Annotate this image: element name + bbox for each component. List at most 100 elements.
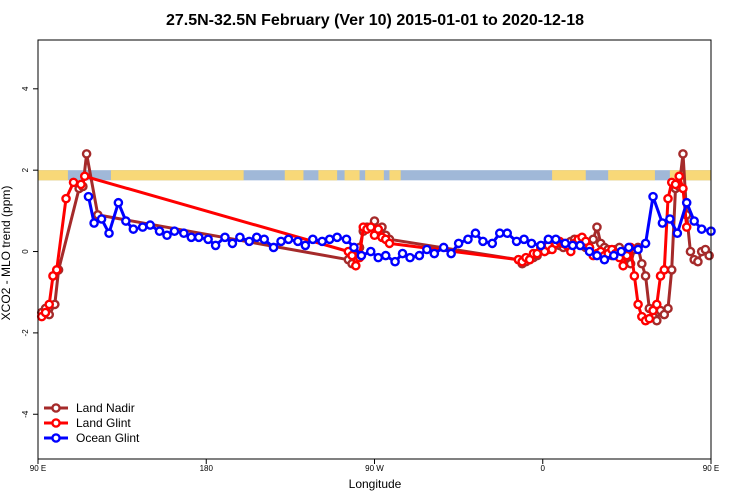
x-tick-label: 0 (541, 464, 546, 473)
data-point (453, 238, 464, 249)
chart-title: 27.5N-32.5N February (Ver 10) 2015-01-01… (166, 12, 584, 29)
data-point (162, 230, 172, 241)
land-band-segment (110, 170, 244, 181)
data-point (276, 236, 286, 247)
data-point (704, 250, 714, 261)
land-band-segment (552, 170, 586, 181)
data-point (616, 246, 627, 257)
data-point (438, 242, 449, 253)
data-point (121, 216, 131, 226)
data-point (179, 228, 189, 239)
x-axis: 90 E 180 90 W 0 90 E (30, 459, 719, 473)
data-point (349, 242, 359, 253)
data-point (608, 250, 619, 261)
data-point (674, 171, 685, 182)
x-tick-label: 90 W (365, 464, 384, 473)
data-point (584, 246, 595, 257)
data-point (128, 224, 139, 234)
data-point (463, 234, 473, 245)
x-tick-label: 90 E (30, 464, 46, 473)
data-point (526, 238, 537, 249)
data-point (663, 193, 673, 204)
y-tick-label: 4 (21, 86, 30, 91)
legend-item: Land Glint (44, 416, 131, 430)
data-point (244, 236, 255, 247)
data-point (633, 299, 643, 310)
data-point (51, 265, 62, 275)
data-point (193, 232, 204, 243)
land-ocean-band (38, 170, 711, 181)
data-point (81, 149, 92, 159)
data-point (414, 250, 425, 261)
data-point (651, 315, 662, 326)
data-point (308, 234, 318, 245)
data-point (40, 307, 51, 318)
series-ocean-glint (83, 191, 716, 267)
data-point (380, 250, 391, 261)
data-point (665, 214, 675, 224)
data-point (659, 265, 670, 275)
y-tick-label: -4 (21, 410, 30, 418)
data-point (681, 197, 692, 208)
data-point (96, 214, 107, 224)
x-tick-label: 90 E (703, 464, 719, 473)
legend-label: Land Glint (76, 416, 131, 430)
data-point (678, 149, 688, 159)
data-point (283, 234, 294, 245)
data-point (633, 244, 643, 255)
data-point (599, 254, 610, 265)
data-point (365, 246, 376, 257)
data-point (397, 248, 408, 259)
data-point (623, 242, 634, 253)
data-point (519, 234, 529, 245)
data-point (83, 191, 94, 202)
land-band-segment (669, 170, 711, 181)
data-point (511, 236, 522, 247)
data-point (227, 238, 238, 249)
data-point (663, 303, 673, 314)
data-point (324, 234, 335, 245)
data-point (693, 256, 703, 267)
data-point (678, 183, 688, 194)
land-band-segment (389, 170, 401, 181)
data-point (672, 228, 683, 239)
data-point (373, 252, 384, 263)
data-point (68, 177, 79, 188)
data-point (405, 252, 415, 263)
data-point (373, 224, 384, 234)
data-point (137, 222, 148, 232)
data-point (567, 240, 578, 251)
legend-label: Land Nadir (76, 401, 135, 415)
data-point (494, 228, 505, 239)
legend-swatch-marker (51, 403, 61, 413)
data-point (365, 222, 376, 232)
data-point (210, 240, 221, 251)
series-layer (36, 149, 716, 326)
data-point (145, 220, 155, 230)
land-band-segment (284, 170, 304, 181)
data-point (681, 222, 692, 232)
data-point (551, 234, 561, 245)
legend-swatch-marker (51, 418, 61, 428)
data-point (220, 232, 230, 243)
land-band-segment (608, 170, 655, 181)
data-point (203, 234, 213, 245)
data-point (351, 260, 361, 271)
data-point (685, 246, 696, 257)
data-point (251, 232, 262, 243)
legend-swatch-marker (51, 433, 61, 443)
data-point (89, 218, 99, 228)
data-point (104, 228, 114, 239)
data-point (300, 240, 311, 251)
data-point (293, 236, 303, 247)
data-point (390, 256, 400, 267)
data-point (640, 271, 651, 281)
data-point (575, 240, 585, 251)
data-point (76, 179, 86, 190)
data-point (259, 234, 270, 245)
data-point (478, 236, 488, 247)
data-point (429, 248, 440, 259)
y-axis-label: XCO2 - MLO trend (ppm) (0, 186, 13, 321)
data-point (592, 250, 602, 261)
